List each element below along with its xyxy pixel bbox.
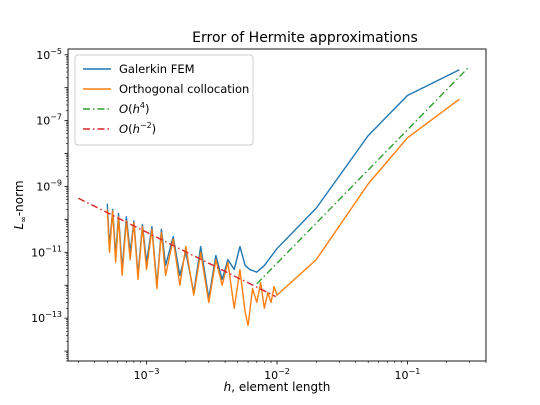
x-tick-label-base: 10	[264, 369, 278, 382]
y-tick-label: 10−7	[36, 113, 62, 128]
y-tick-label-exponent: −5	[50, 47, 62, 56]
series-line-1	[106, 98, 460, 327]
legend-label-1: Orthogonal collocation	[119, 82, 249, 96]
x-tick-label-exponent: −1	[409, 367, 421, 376]
x-tick-label-base: 10	[395, 369, 409, 382]
x-tick-label-exponent: −2	[278, 367, 290, 376]
x-axis-label-rest: , element length	[231, 380, 330, 394]
x-tick-label-base: 10	[134, 369, 148, 382]
y-tick-label: 10−11	[31, 244, 62, 259]
x-tick-label: 10−2	[264, 367, 290, 382]
series-layer	[78, 65, 471, 327]
y-tick-label-base: 10	[36, 115, 50, 128]
x-axis-label-italic: h	[224, 380, 232, 394]
y-axis-label: L∞-norm	[12, 180, 28, 229]
legend-label-3: O(h−2)	[119, 121, 156, 136]
y-tick-label-exponent: −9	[50, 178, 62, 187]
y-axis-label-rest: -norm	[12, 180, 26, 216]
x-tick-label: 10−1	[395, 367, 421, 382]
y-axis-label-base: L	[12, 223, 26, 230]
y-tick-label-base: 10	[36, 49, 50, 62]
chart-title: Error of Hermite approximations	[192, 30, 418, 46]
y-axis-label-sub: ∞	[19, 216, 28, 223]
x-axis: 10−3 10−2 10−1	[78, 361, 487, 382]
y-tick-label-base: 10	[31, 246, 45, 259]
x-tick-label-exponent: −3	[148, 367, 160, 376]
y-tick-label-base: 10	[31, 312, 45, 325]
y-tick-label: 10−9	[36, 178, 62, 193]
y-tick-label: 10−5	[36, 47, 62, 62]
legend-box	[74, 54, 254, 146]
y-tick-label: 10−13	[31, 310, 62, 325]
y-tick-label-base: 10	[36, 180, 50, 193]
legend-label-2: O(h4)	[119, 101, 149, 116]
y-tick-label-exponent: −7	[50, 113, 62, 122]
y-tick-label-exponent: −11	[45, 244, 62, 253]
x-axis-label: h, element length	[224, 380, 331, 394]
legend: Galerkin FEM Orthogonal collocation O(h4) O…	[74, 54, 254, 146]
x-tick-label: 10−3	[134, 367, 160, 382]
y-tick-label-exponent: −13	[45, 310, 62, 319]
legend-label-0: Galerkin FEM	[119, 62, 195, 76]
